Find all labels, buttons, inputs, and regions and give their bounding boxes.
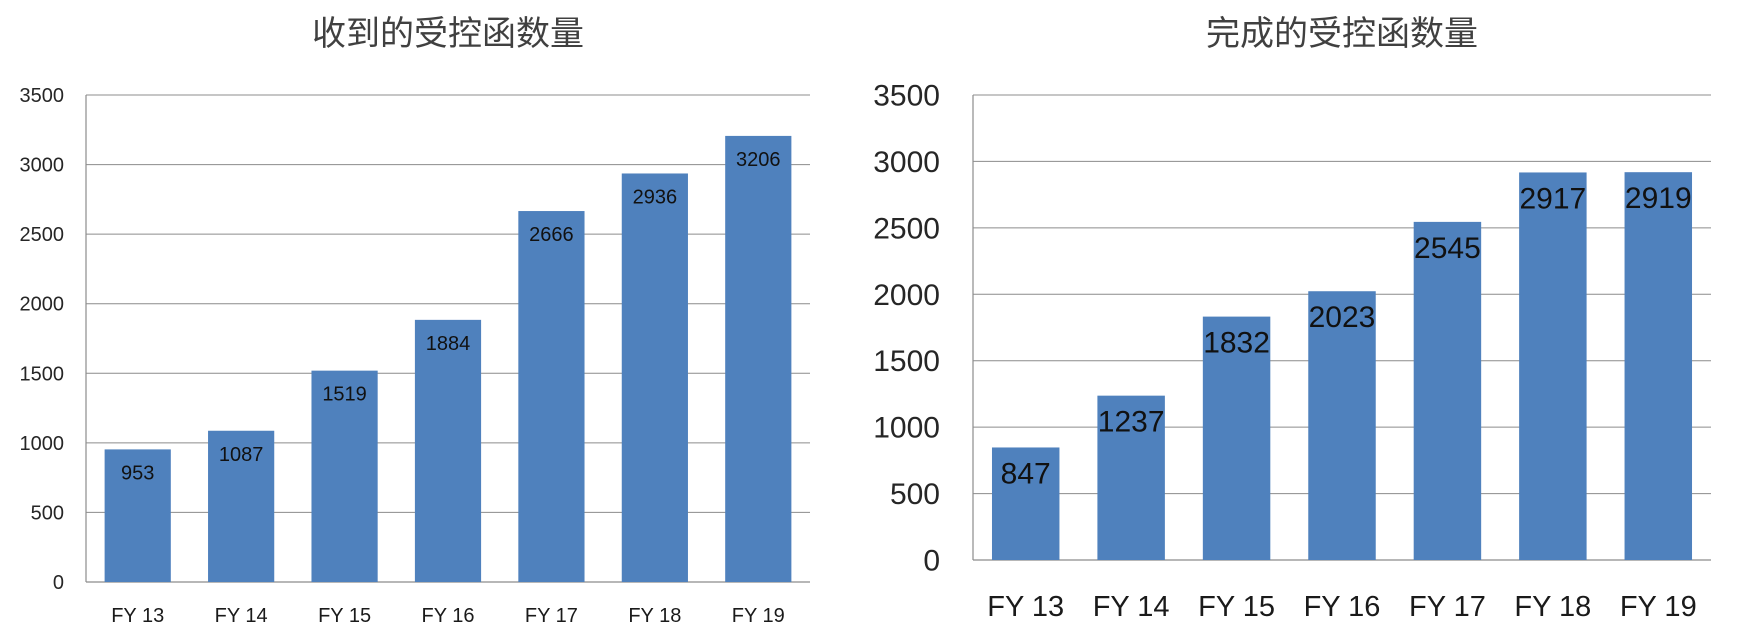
bar-value-label: 953 xyxy=(121,462,154,484)
y-tick-label: 3000 xyxy=(873,146,940,179)
bar xyxy=(208,430,275,582)
bar xyxy=(104,449,171,582)
y-tick-label: 3500 xyxy=(20,85,65,107)
x-tick-label: FY 18 xyxy=(628,605,681,627)
x-tick-label: FY 13 xyxy=(111,605,164,627)
x-tick-label: FY 15 xyxy=(318,605,371,627)
bar-value-label: 1087 xyxy=(219,444,264,466)
x-tick-label: FY 16 xyxy=(422,605,475,627)
bar xyxy=(518,211,585,582)
bar xyxy=(311,370,378,582)
y-tick-label: 1500 xyxy=(20,363,65,385)
y-tick-label: 2500 xyxy=(873,212,940,245)
bar-value-label: 2919 xyxy=(1625,182,1692,215)
x-tick-label: FY 16 xyxy=(1304,591,1381,623)
bar xyxy=(1097,395,1165,560)
y-tick-label: 2000 xyxy=(20,294,65,316)
x-tick-label: FY 19 xyxy=(1620,591,1697,623)
bar xyxy=(621,173,688,583)
y-tick-label: 2000 xyxy=(873,279,940,312)
bar-value-label: 2666 xyxy=(529,224,574,246)
y-tick-label: 0 xyxy=(53,572,64,594)
x-tick-label: FY 14 xyxy=(215,605,268,627)
bar xyxy=(991,447,1060,560)
bar-value-label: 2936 xyxy=(633,186,678,208)
y-tick-label: 0 xyxy=(923,545,940,578)
bar xyxy=(1413,221,1482,560)
y-tick-label: 1000 xyxy=(20,433,65,455)
bar-value-label: 2023 xyxy=(1309,301,1376,334)
received-chart: 收到的受控函数量 0 500 1000 1500 2000 2500 3000 3500 953… xyxy=(20,14,810,627)
bar-value-label: 2917 xyxy=(1519,182,1586,215)
x-tick-label: FY 19 xyxy=(732,605,785,627)
bar-value-label: 847 xyxy=(1001,457,1051,490)
bar xyxy=(1624,172,1693,560)
bar-value-label: 1237 xyxy=(1098,406,1165,439)
bar xyxy=(1202,316,1271,560)
bar-value-label: 1884 xyxy=(426,333,471,355)
bar xyxy=(1308,291,1376,560)
bar-value-label: 1832 xyxy=(1203,327,1270,360)
y-tick-label: 2500 xyxy=(20,224,65,246)
y-tick-label: 3500 xyxy=(873,80,940,113)
x-tick-label: FY 17 xyxy=(525,605,578,627)
x-tick-label: FY 13 xyxy=(987,591,1064,623)
x-tick-label: FY 18 xyxy=(1514,591,1591,623)
x-tick-label: FY 17 xyxy=(1409,591,1486,623)
y-tick-label: 1000 xyxy=(873,412,940,445)
bar xyxy=(725,135,792,582)
bar xyxy=(414,319,482,582)
x-tick-label: FY 14 xyxy=(1093,591,1170,623)
chart-title: 收到的受控函数量 xyxy=(312,14,584,54)
bar-value-label: 1519 xyxy=(322,384,367,406)
bar-value-label: 3206 xyxy=(736,149,781,171)
bar-value-label: 2545 xyxy=(1414,232,1481,265)
bar xyxy=(1519,172,1587,560)
y-tick-label: 3000 xyxy=(20,155,65,177)
chart-title: 完成的受控函数量 xyxy=(1206,14,1478,54)
y-tick-label: 1500 xyxy=(873,345,940,378)
completed-chart: 完成的受控函数量 0 500 1000 1500 2000 2500 3000 3500 847… xyxy=(873,14,1711,623)
x-tick-label: FY 15 xyxy=(1198,591,1275,623)
y-tick-label: 500 xyxy=(890,478,940,511)
y-tick-label: 500 xyxy=(31,502,64,524)
